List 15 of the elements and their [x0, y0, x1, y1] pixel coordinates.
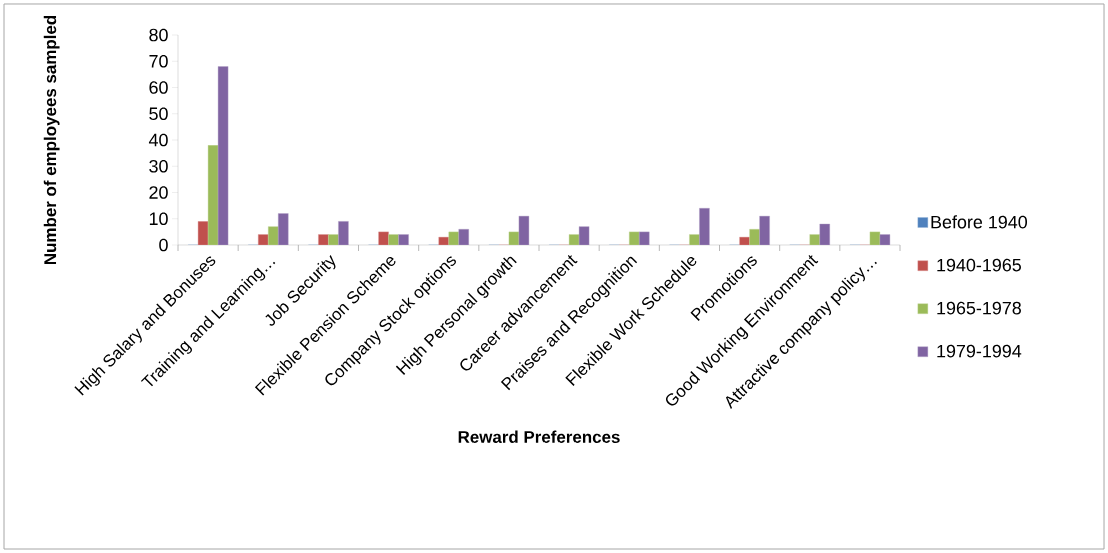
legend-label: 1940-1965	[937, 258, 1021, 272]
y-tick-label: 80	[149, 28, 168, 42]
y-tick-label: 0	[159, 238, 168, 252]
y-tick-label: 50	[149, 107, 168, 121]
legend-label: 1979-1994	[937, 344, 1022, 358]
y-tick-label: 10	[149, 212, 168, 226]
y-tick-label: 30	[149, 159, 168, 173]
x-axis-title: Reward Preferences	[458, 430, 620, 443]
y-tick-label: 70	[149, 54, 168, 68]
y-tick-label: 20	[149, 186, 168, 199]
legend-label: Before 1940	[931, 215, 1028, 229]
y-axis-title: Number of employees sampled	[43, 15, 60, 265]
y-tick-label: 60	[149, 81, 168, 94]
y-tick-label: 40	[148, 133, 168, 147]
legend-label: 1965-1978	[937, 301, 1021, 315]
